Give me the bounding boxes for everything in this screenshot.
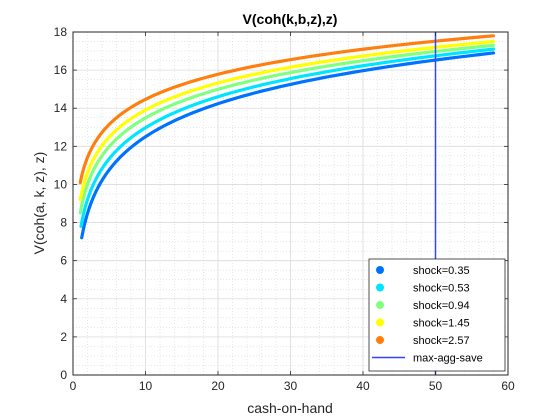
x-axis-ticks: 0 10 20 30 40 50 60: [70, 32, 515, 393]
y-tick-label: 8: [60, 216, 67, 230]
y-tick-label: 18: [54, 25, 68, 39]
x-tick-label: 0: [70, 379, 77, 393]
series-line-5: [78, 34, 496, 185]
legend-label-3: shock=0.94: [413, 300, 470, 312]
chart-title: V(coh(k,b,z),z): [243, 11, 338, 27]
y-tick-label: 16: [54, 63, 68, 77]
x-tick-label: 10: [139, 379, 153, 393]
legend-marker-1: [376, 266, 384, 274]
y-axis-label: V(coh(a, k, z), z): [31, 152, 47, 255]
y-axis-ticks: 0 2 4 6 8 10 12 14 16 18: [54, 25, 508, 382]
x-tick-label: 50: [429, 379, 443, 393]
legend-box: [368, 258, 506, 372]
legend-label-1: shock=0.35: [413, 265, 470, 277]
x-tick-label: 30: [284, 379, 298, 393]
series-line-3: [78, 43, 496, 215]
y-tick-label: 14: [54, 101, 68, 115]
x-tick-label: 40: [356, 379, 370, 393]
y-tick-label: 4: [60, 292, 67, 306]
legend: shock=0.35 shock=0.53 shock=0.94 shock=1.45…: [368, 258, 506, 372]
y-tick-label: 12: [54, 139, 68, 153]
legend-marker-3: [376, 301, 384, 309]
legend-marker-2: [376, 283, 384, 292]
legend-label-vline: max-agg-save: [413, 353, 483, 365]
series-line-1: [80, 51, 496, 240]
legend-marker-4: [376, 318, 384, 327]
y-tick-label: 0: [60, 368, 67, 382]
x-axis-label: cash-on-hand: [247, 400, 333, 416]
legend-label-2: shock=0.53: [413, 283, 470, 295]
series-line-2: [79, 47, 496, 228]
legend-label-4: shock=1.45: [413, 318, 470, 330]
series-line-4: [78, 39, 496, 202]
y-tick-label: 10: [54, 177, 68, 191]
y-tick-label: 2: [60, 330, 67, 344]
legend-marker-5: [376, 336, 384, 344]
legend-label-5: shock=2.57: [413, 335, 470, 347]
series-layer: [78, 34, 496, 240]
x-tick-label: 60: [501, 379, 515, 393]
x-tick-label: 20: [211, 379, 225, 393]
y-tick-label: 6: [60, 254, 67, 268]
